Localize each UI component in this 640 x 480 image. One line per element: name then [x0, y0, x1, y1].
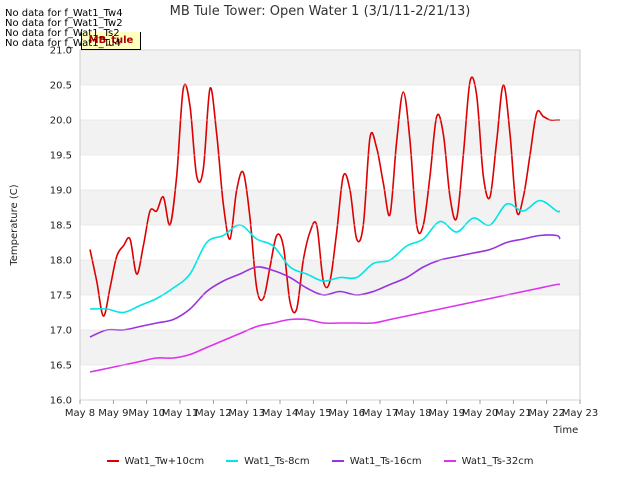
x-tick-label: May 23 [562, 408, 599, 419]
site-label-box: MB_tule [81, 32, 141, 50]
legend-label: Wat1_Ts-32cm [461, 455, 534, 467]
grid-band [80, 295, 580, 330]
y-tick-label: 20.0 [50, 116, 72, 127]
y-tick-label: 17.0 [50, 326, 72, 337]
y-tick-label: 20.5 [50, 81, 72, 92]
y-tick-label: 16.0 [50, 396, 72, 407]
series-line-wat1-ts-16cm [89, 234, 561, 338]
legend-item: Wat1_Tw+10cm [106, 454, 205, 468]
x-tick-label: May 13 [228, 408, 265, 419]
y-tick-label: 16.5 [50, 361, 72, 372]
x-tick-label: May 17 [362, 408, 399, 419]
x-tick-label: May 9 [98, 408, 128, 419]
x-tick-label: May 11 [162, 408, 199, 419]
x-tick-label: May 10 [128, 408, 165, 419]
grid-band [80, 225, 580, 260]
y-axis-label: Temperature (C) [9, 184, 20, 266]
y-tick-label: 18.5 [50, 221, 72, 232]
x-tick-label: May 15 [295, 408, 332, 419]
grid-band [80, 120, 580, 155]
x-tick-label: May 8 [65, 408, 95, 419]
no-data-note: No data for f_Wat1_Tw2 [5, 18, 123, 29]
legend-label: Wat1_Ts-8cm [244, 455, 310, 467]
x-axis-label: Time [553, 425, 578, 436]
grid-band [80, 85, 580, 120]
legend-item: Wat1_Ts-8cm [226, 454, 310, 468]
legend-label: Wat1_Ts-16cm [349, 455, 422, 467]
legend-item: Wat1_Ts-32cm [443, 454, 534, 468]
legend-swatch [443, 460, 456, 462]
x-tick-label: May 19 [428, 408, 465, 419]
no-data-note: No data for f_Wat1_Tw4 [5, 8, 123, 19]
series-line-wat1-ts-8cm [89, 199, 561, 314]
x-tick-label: May 18 [395, 408, 432, 419]
legend-swatch [106, 460, 119, 462]
grid-band [80, 365, 580, 400]
x-tick-label: May 14 [262, 408, 299, 419]
y-axis-ticks: 16.0 16.5 17.0 17.5 18.0 18.5 19.0 19.5 20.0 20.5… [50, 46, 580, 407]
legend: Wat1_Tw+10cm Wat1_Ts-8cm Wat1_Ts-16cm Wa… [0, 454, 640, 468]
y-tick-label: 18.0 [50, 256, 72, 267]
grid-band [80, 190, 580, 225]
chart-title: MB Tule Tower: Open Water 1 (3/1/11-2/21… [170, 4, 471, 19]
y-tick-label: 21.0 [50, 46, 72, 57]
legend-swatch [226, 460, 239, 462]
y-tick-label: 19.5 [50, 151, 72, 162]
x-tick-label: May 21 [495, 408, 532, 419]
no-data-note: No data for f_Wat1_Tu4 [5, 38, 121, 49]
grid-band [80, 155, 580, 190]
x-tick-label: May 20 [462, 408, 499, 419]
x-tick-label: May 16 [328, 408, 365, 419]
legend-item: Wat1_Ts-16cm [331, 454, 422, 468]
x-tick-label: May 12 [195, 408, 232, 419]
grid-band [80, 50, 580, 85]
y-tick-label: 17.5 [50, 291, 72, 302]
legend-label: Wat1_Tw+10cm [124, 455, 205, 467]
plot-background-bands [80, 50, 580, 400]
series-line-wat1-ts-32cm [89, 283, 561, 373]
no-data-note: No data for f_Wat1_Ts2 [5, 28, 120, 39]
y-tick-label: 19.0 [50, 186, 72, 197]
legend-swatch [331, 460, 344, 462]
x-tick-label: May 22 [528, 408, 565, 419]
grid-band [80, 330, 580, 365]
